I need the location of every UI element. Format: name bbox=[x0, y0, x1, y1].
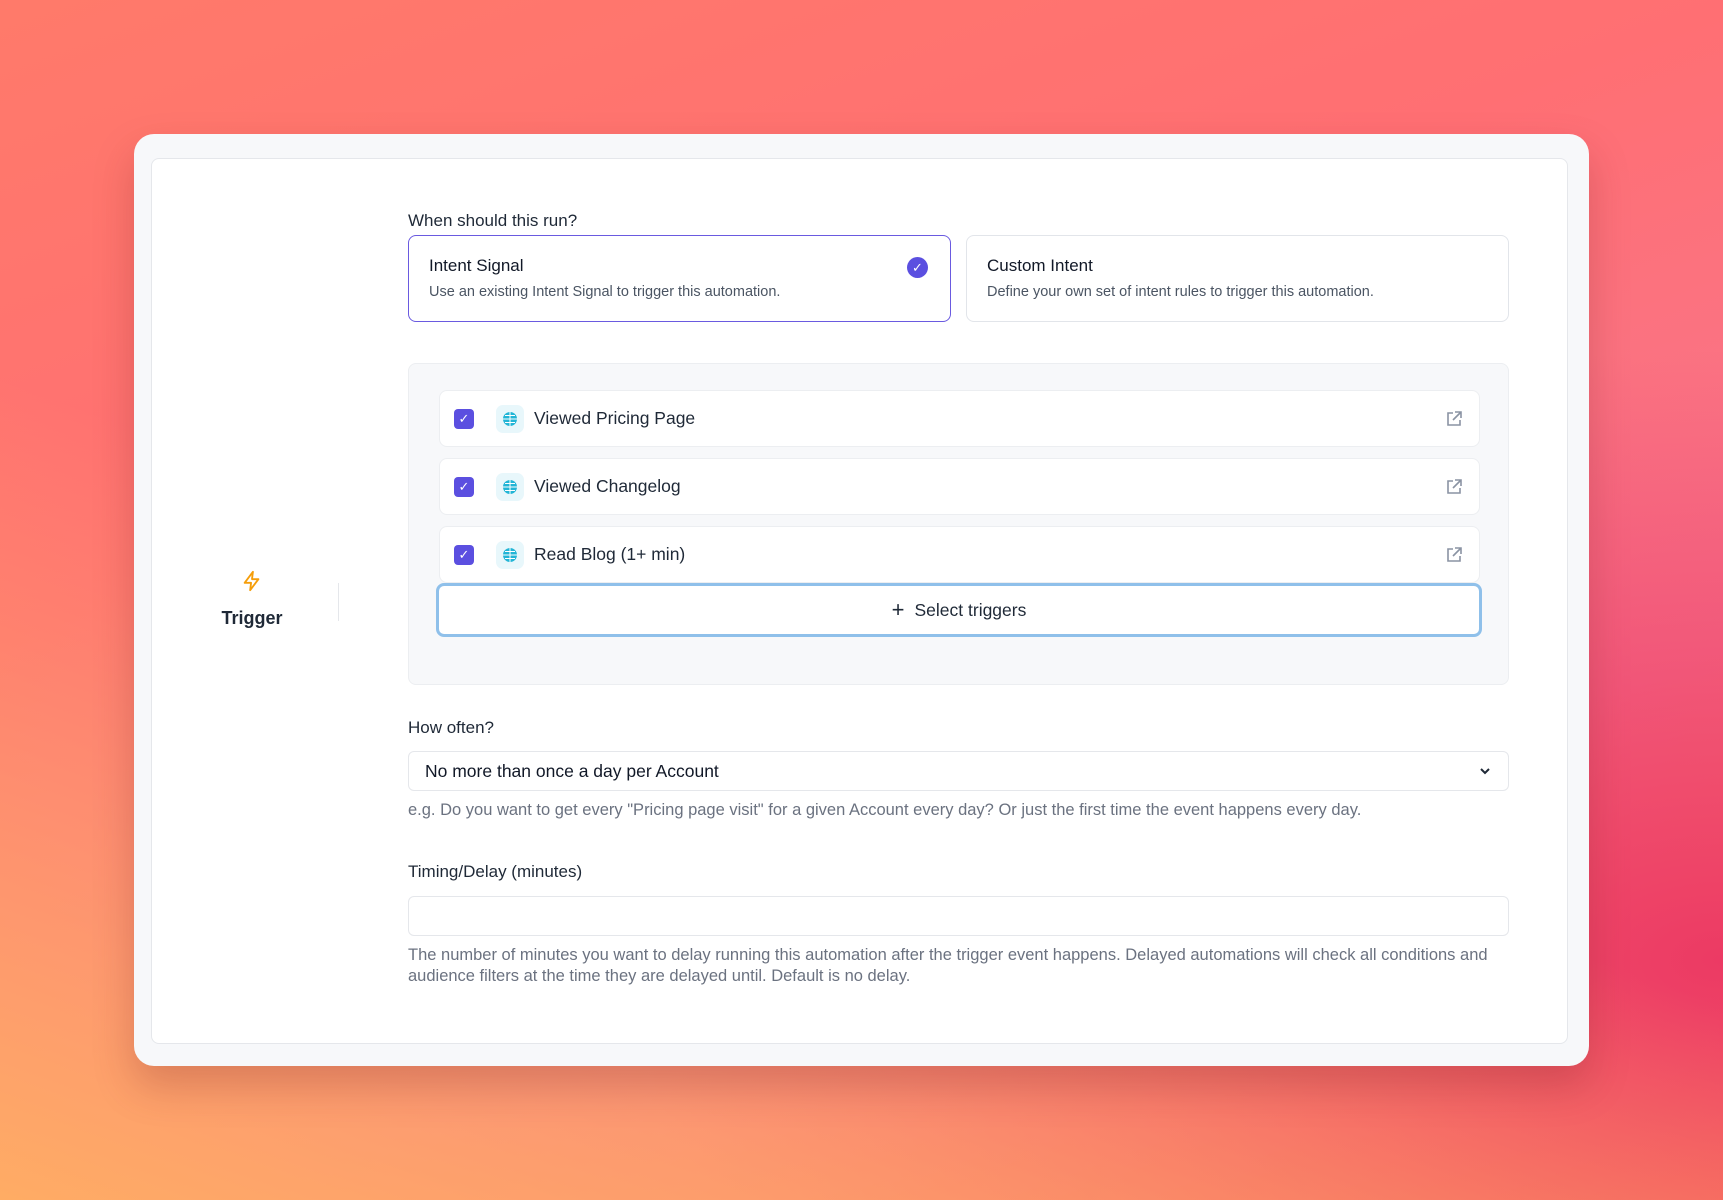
frequency-select[interactable]: No more than once a day per Account bbox=[408, 751, 1509, 791]
triggers-panel: ✓ Viewed Pricing Page ✓ Viewed Changelog… bbox=[408, 363, 1509, 685]
trigger-item: ✓ Viewed Pricing Page bbox=[439, 390, 1480, 447]
trigger-item: ✓ Viewed Changelog bbox=[439, 458, 1480, 515]
frequency-help: e.g. Do you want to get every "Pricing p… bbox=[408, 801, 1362, 819]
lightning-bolt-icon bbox=[243, 570, 260, 592]
select-triggers-button[interactable]: + Select triggers bbox=[436, 583, 1482, 637]
globe-www-icon bbox=[496, 540, 524, 569]
external-link-icon[interactable] bbox=[1445, 478, 1463, 496]
window: Trigger When should this run? Intent Sig… bbox=[134, 134, 1589, 1066]
globe-www-icon bbox=[496, 472, 524, 501]
select-triggers-label: Select triggers bbox=[914, 599, 1027, 620]
option-description: Define your own set of intent rules to t… bbox=[987, 284, 1374, 300]
option-title: Intent Signal bbox=[429, 256, 524, 275]
plus-icon: + bbox=[891, 597, 905, 622]
external-link-icon[interactable] bbox=[1445, 410, 1463, 428]
step-trigger[interactable]: Trigger bbox=[152, 569, 352, 629]
delay-input[interactable] bbox=[408, 896, 1509, 936]
option-intent-signal[interactable]: Intent Signal Use an existing Intent Sig… bbox=[408, 235, 951, 322]
trigger-label: Viewed Pricing Page bbox=[534, 408, 696, 428]
divider bbox=[338, 583, 339, 621]
trigger-form-card: Trigger When should this run? Intent Sig… bbox=[151, 158, 1568, 1044]
step-label: Trigger bbox=[221, 608, 283, 628]
run-label: When should this run? bbox=[408, 211, 578, 230]
option-description: Use an existing Intent Signal to trigger… bbox=[429, 284, 781, 300]
trigger-item: ✓ Read Blog (1+ min) bbox=[439, 526, 1480, 583]
frequency-label: How often? bbox=[408, 718, 494, 737]
trigger-checkbox[interactable]: ✓ bbox=[454, 476, 474, 497]
trigger-checkbox[interactable]: ✓ bbox=[454, 408, 474, 429]
trigger-label: Viewed Changelog bbox=[534, 476, 681, 496]
delay-label: Timing/Delay (minutes) bbox=[408, 862, 583, 881]
delay-help: The number of minutes you want to delay … bbox=[408, 946, 1488, 985]
frequency-value: No more than once a day per Account bbox=[425, 760, 719, 781]
trigger-label: Read Blog (1+ min) bbox=[534, 544, 686, 564]
check-circle-icon: ✓ bbox=[907, 257, 928, 278]
trigger-checkbox[interactable]: ✓ bbox=[454, 544, 474, 565]
chevron-down-icon bbox=[1480, 768, 1490, 775]
option-title: Custom Intent bbox=[987, 256, 1093, 275]
globe-www-icon bbox=[496, 404, 524, 433]
option-custom-intent[interactable]: Custom Intent Define your own set of int… bbox=[966, 235, 1509, 322]
external-link-icon[interactable] bbox=[1445, 546, 1463, 564]
